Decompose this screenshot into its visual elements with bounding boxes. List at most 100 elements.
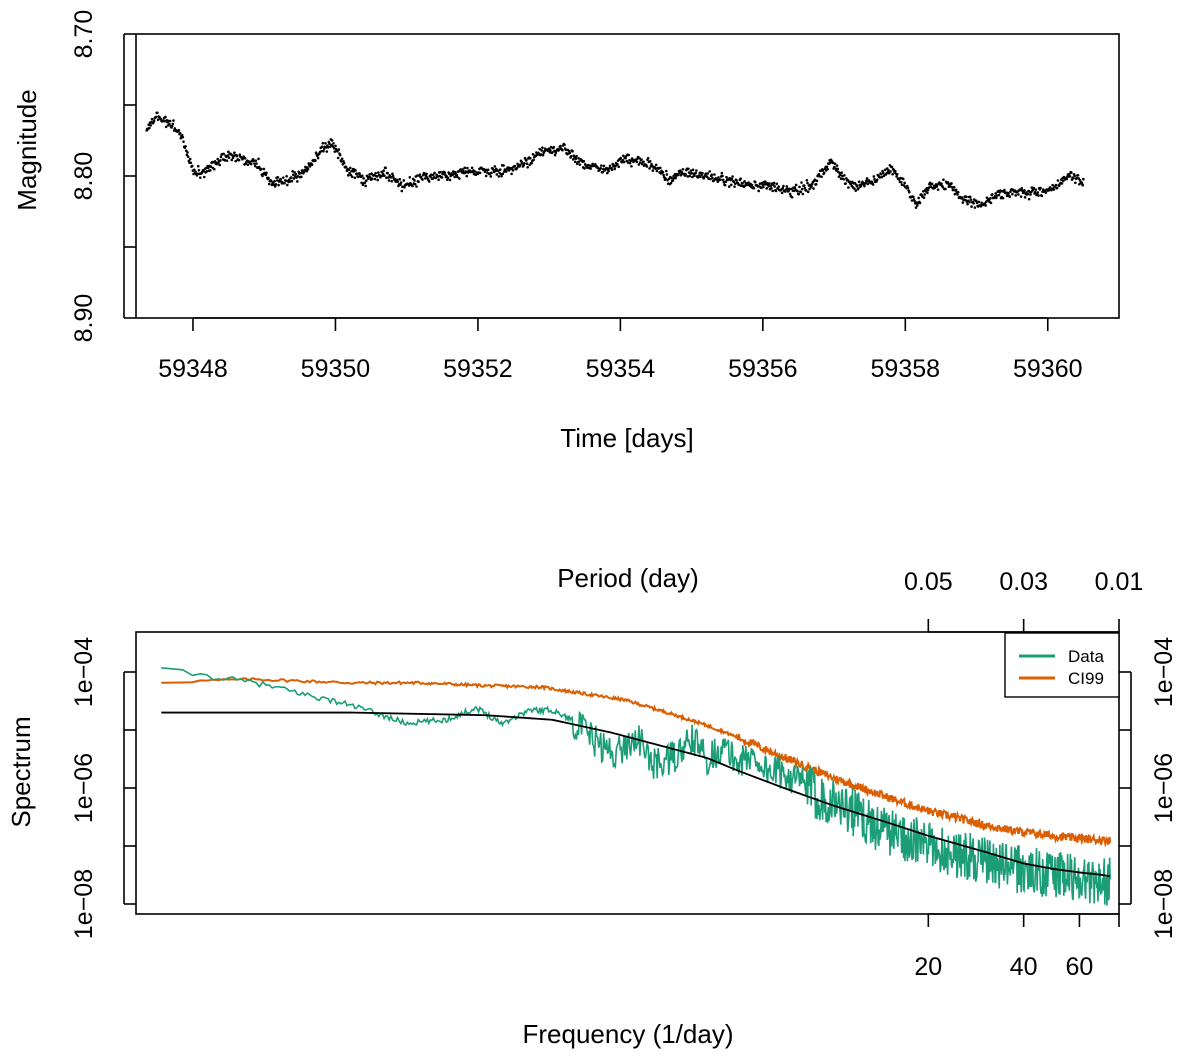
lightcurve-point: [170, 124, 174, 128]
lightcurve-point: [502, 170, 506, 173]
lightcurve-point: [448, 178, 452, 182]
lightcurve-point: [677, 173, 680, 177]
lightcurve-point: [722, 181, 726, 184]
lightcurve-point: [950, 182, 953, 185]
lightcurve-point: [243, 157, 247, 160]
lightcurve-point: [801, 192, 805, 196]
lightcurve-point: [381, 172, 385, 175]
lightcurve-point: [540, 149, 544, 152]
lightcurve-point: [1078, 182, 1081, 186]
lightcurve-point: [334, 144, 337, 148]
lightcurve-point: [578, 163, 582, 166]
lightcurve-point: [462, 169, 465, 172]
lightcurve-point: [1065, 177, 1068, 181]
lightcurve-point: [569, 155, 573, 158]
lightcurve-point: [525, 162, 529, 165]
lightcurve-point: [279, 177, 282, 181]
lightcurve-point: [525, 159, 528, 162]
lightcurve-point: [321, 141, 325, 145]
lightcurve-point: [664, 169, 668, 173]
lightcurve-point: [434, 176, 438, 180]
lightcurve-point: [500, 174, 503, 178]
lightcurve-point: [704, 172, 708, 176]
lightcurve-point: [694, 171, 698, 175]
lightcurve-point: [156, 111, 159, 115]
lightcurve-point: [433, 171, 436, 175]
lightcurve-point: [194, 170, 197, 174]
lightcurve-point: [689, 169, 693, 172]
legend-label-ci99: CI99: [1068, 669, 1104, 688]
lightcurve-point: [374, 171, 377, 175]
lightcurve-point: [840, 171, 843, 174]
lightcurve-point: [1017, 193, 1020, 196]
lightcurve-point: [285, 183, 289, 187]
lightcurve-point: [917, 196, 920, 200]
lightcurve-point: [887, 169, 890, 172]
lightcurve-point: [523, 162, 526, 165]
lightcurve-point: [952, 185, 956, 189]
lightcurve-point: [806, 181, 809, 185]
lightcurve-point: [672, 174, 675, 178]
lightcurve-point: [515, 166, 519, 170]
lightcurve-point: [1057, 184, 1061, 187]
lightcurve-point: [529, 156, 532, 160]
lightcurve-point: [573, 160, 577, 164]
lightcurve-point: [364, 184, 367, 188]
lightcurve-point: [568, 151, 572, 155]
lightcurve-point: [968, 200, 971, 204]
spectrum-y-tick-label-right: 1e−08: [1150, 869, 1178, 939]
lightcurve-point: [254, 159, 258, 162]
lightcurve-point: [637, 163, 641, 166]
lightcurve-point: [1022, 191, 1026, 194]
lightcurve-point: [946, 181, 950, 184]
lightcurve-point: [521, 161, 524, 165]
lightcurve-point: [764, 180, 767, 183]
lightcurve-point: [190, 164, 194, 168]
lightcurve-x-axis: 59348 59350 59352 59354 59356 59358 59360: [158, 317, 1083, 383]
lightcurve-point: [264, 173, 268, 177]
lightcurve-point: [638, 161, 642, 164]
lightcurve-point: [873, 177, 876, 181]
lightcurve-point: [218, 163, 221, 167]
lightcurve-point: [238, 153, 242, 156]
lightcurve-point: [504, 170, 508, 173]
lightcurve-point: [743, 180, 746, 183]
lightcurve-point: [1073, 174, 1076, 178]
lightcurve-point: [528, 163, 531, 167]
lightcurve-y-tick-label: 8.90: [70, 294, 98, 343]
lightcurve-point: [693, 174, 696, 178]
lightcurve-point: [208, 169, 212, 172]
lightcurve-point: [970, 205, 973, 208]
lightcurve-point: [418, 173, 422, 176]
lightcurve-point: [1033, 190, 1037, 194]
lightcurve-point: [470, 166, 474, 170]
lightcurve-point: [585, 166, 589, 169]
lightcurve-point: [900, 183, 904, 187]
lightcurve-point: [415, 185, 418, 188]
lightcurve-point: [484, 174, 488, 178]
lightcurve-point: [674, 176, 677, 180]
lightcurve-point: [458, 177, 461, 180]
spectrum-top-axis-label: Period (day): [557, 563, 699, 593]
lightcurve-point: [362, 177, 365, 180]
spectrum-x-label: Frequency (1/day): [523, 1019, 734, 1049]
lightcurve-y-label: Magnitude: [12, 89, 42, 210]
lightcurve-point: [889, 170, 892, 173]
spectrum-y-tick-label-right: 1e−06: [1150, 753, 1178, 823]
lightcurve-point: [699, 175, 702, 178]
lightcurve-point: [725, 175, 728, 179]
lightcurve-x-tick-label: 59354: [586, 355, 656, 383]
lightcurve-point: [729, 183, 733, 187]
lightcurve-point: [984, 204, 987, 207]
lightcurve-point: [446, 176, 450, 180]
lightcurve-point: [936, 188, 940, 191]
spectrum-top-tick-label: 0.03: [999, 568, 1048, 596]
lightcurve-point: [421, 178, 424, 181]
lightcurve-point: [223, 159, 227, 162]
lightcurve-point: [820, 175, 823, 179]
lightcurve-point: [782, 184, 785, 188]
lightcurve-point: [347, 168, 351, 172]
lightcurve-point: [720, 171, 724, 175]
lightcurve-point: [417, 180, 420, 184]
lightcurve-point: [340, 160, 343, 163]
